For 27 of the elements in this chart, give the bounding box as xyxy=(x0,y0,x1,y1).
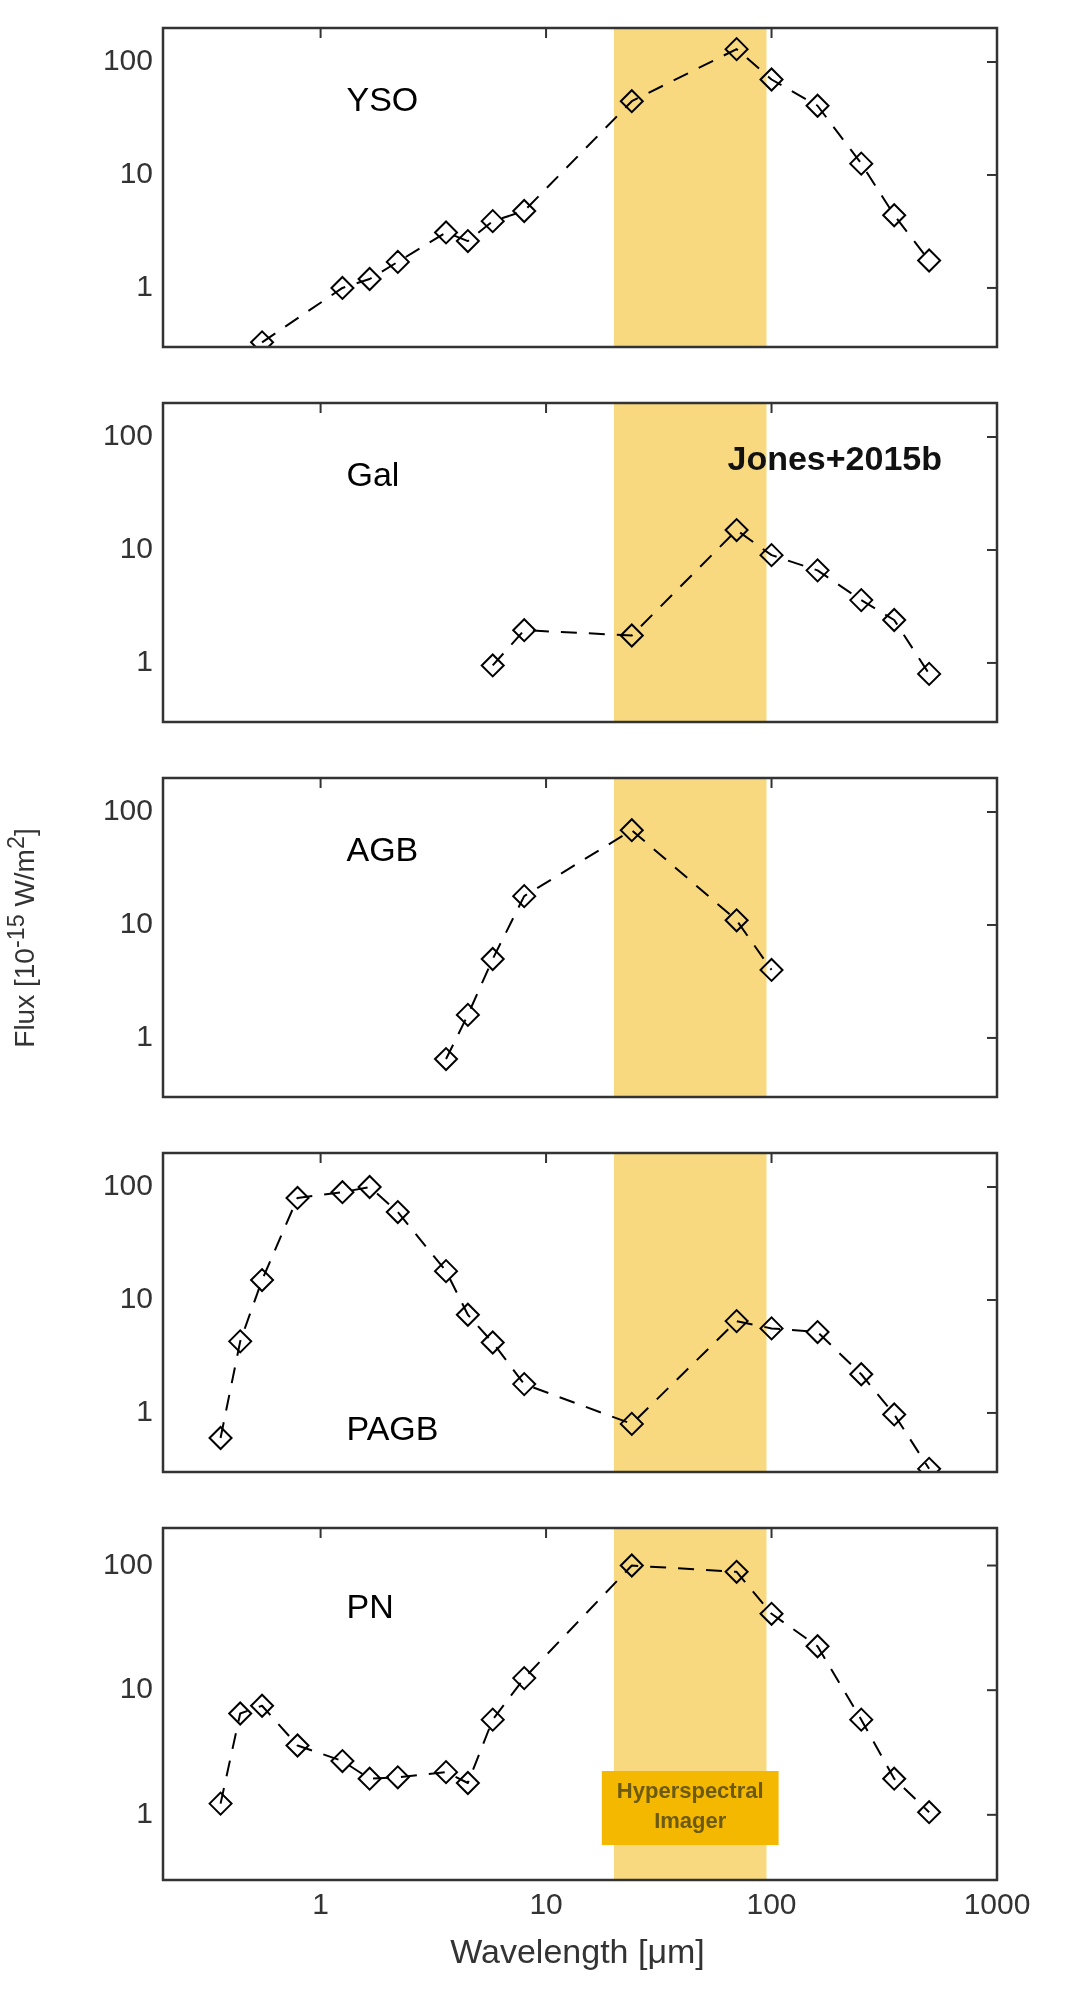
text: YSO xyxy=(346,79,419,118)
y-tick-label: 100 xyxy=(102,793,153,827)
x-tick-label: 1 xyxy=(312,1887,329,1921)
y-tick-label: 1 xyxy=(136,1796,153,1830)
y-tick-label: 10 xyxy=(119,906,153,940)
y-tick-label: 1 xyxy=(136,1394,153,1428)
text: Gal xyxy=(346,454,400,493)
annotation: Jones+2015b xyxy=(727,439,942,478)
text: AGB xyxy=(346,829,419,868)
y-tick-label: 1 xyxy=(136,644,153,678)
y-tick-label: 100 xyxy=(102,1546,153,1580)
x-axis-title: Wavelength [μm] xyxy=(449,1932,706,1971)
y-tick-label: 100 xyxy=(102,43,153,77)
x-tick-label: 100 xyxy=(746,1887,797,1921)
y-tick-label: 10 xyxy=(119,1671,153,1705)
y-tick-label: 10 xyxy=(119,531,153,565)
y-tick-label: 1 xyxy=(136,269,153,303)
x-tick-label: 10 xyxy=(529,1887,563,1921)
y-tick-label: 100 xyxy=(102,418,153,452)
band-label: Hyperspectral Imager xyxy=(616,1777,764,1833)
y-tick-label: 100 xyxy=(102,1168,153,1202)
y-tick-label: 10 xyxy=(119,156,153,190)
text: PAGB xyxy=(346,1408,439,1447)
text: PN xyxy=(346,1587,394,1626)
y-tick-label: 10 xyxy=(119,1281,153,1315)
y-tick-label: 1 xyxy=(136,1019,153,1053)
x-tick-label: 1000 xyxy=(963,1887,1031,1921)
